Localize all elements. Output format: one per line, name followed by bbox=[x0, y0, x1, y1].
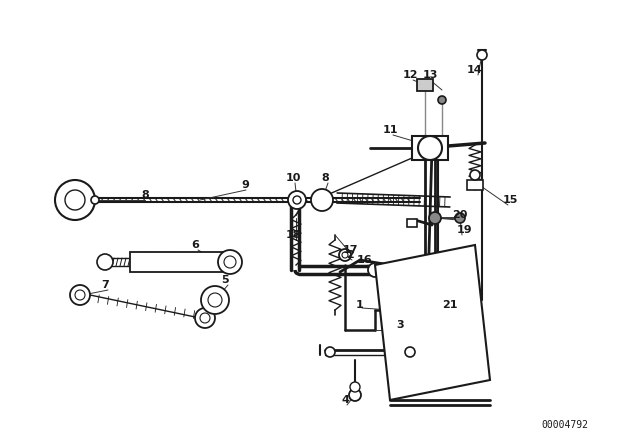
Circle shape bbox=[422, 140, 438, 156]
Circle shape bbox=[70, 285, 90, 305]
Circle shape bbox=[418, 136, 442, 160]
Polygon shape bbox=[375, 245, 490, 400]
Circle shape bbox=[428, 293, 442, 307]
Text: 4: 4 bbox=[341, 395, 349, 405]
Circle shape bbox=[218, 250, 242, 274]
Circle shape bbox=[293, 196, 301, 204]
Circle shape bbox=[349, 389, 361, 401]
Text: 15: 15 bbox=[502, 195, 518, 205]
Circle shape bbox=[91, 196, 99, 204]
Circle shape bbox=[438, 96, 446, 104]
Bar bbox=[417, 79, 433, 91]
Text: 2: 2 bbox=[346, 250, 354, 260]
Circle shape bbox=[224, 256, 236, 268]
Circle shape bbox=[65, 190, 85, 210]
Text: 21: 21 bbox=[442, 300, 458, 310]
Circle shape bbox=[350, 382, 360, 392]
Text: 00004792: 00004792 bbox=[541, 420, 589, 430]
Circle shape bbox=[201, 286, 229, 314]
Circle shape bbox=[288, 191, 306, 209]
Text: 17: 17 bbox=[342, 245, 358, 255]
Circle shape bbox=[342, 252, 348, 258]
Text: 1: 1 bbox=[356, 300, 364, 310]
Text: 19: 19 bbox=[457, 225, 473, 235]
Text: 3: 3 bbox=[396, 320, 404, 330]
Circle shape bbox=[405, 347, 415, 357]
Text: 18: 18 bbox=[285, 230, 301, 240]
Circle shape bbox=[368, 263, 382, 277]
Bar bbox=[407, 219, 417, 227]
Circle shape bbox=[208, 293, 222, 307]
Circle shape bbox=[55, 180, 95, 220]
Circle shape bbox=[195, 308, 215, 328]
Text: 7: 7 bbox=[101, 280, 109, 290]
Circle shape bbox=[97, 254, 113, 270]
Text: 6: 6 bbox=[191, 240, 199, 250]
Text: 8: 8 bbox=[321, 173, 329, 183]
Circle shape bbox=[455, 213, 465, 223]
Circle shape bbox=[311, 189, 333, 211]
Text: 10: 10 bbox=[285, 173, 301, 183]
Circle shape bbox=[477, 50, 487, 60]
Circle shape bbox=[429, 212, 441, 224]
Text: 14: 14 bbox=[467, 65, 483, 75]
Circle shape bbox=[470, 170, 480, 180]
Text: 13: 13 bbox=[422, 70, 438, 80]
Bar bbox=[412, 136, 448, 160]
Bar bbox=[130, 252, 230, 272]
Text: 20: 20 bbox=[452, 210, 468, 220]
Circle shape bbox=[325, 347, 335, 357]
Circle shape bbox=[339, 249, 351, 261]
Circle shape bbox=[200, 313, 210, 323]
Text: 11: 11 bbox=[382, 125, 397, 135]
Text: 8: 8 bbox=[141, 190, 149, 200]
Circle shape bbox=[75, 290, 85, 300]
Text: 12: 12 bbox=[403, 70, 418, 80]
Bar bbox=[467, 180, 483, 190]
Text: 16: 16 bbox=[357, 255, 373, 265]
Text: 5: 5 bbox=[221, 275, 229, 285]
Text: 9: 9 bbox=[241, 180, 249, 190]
